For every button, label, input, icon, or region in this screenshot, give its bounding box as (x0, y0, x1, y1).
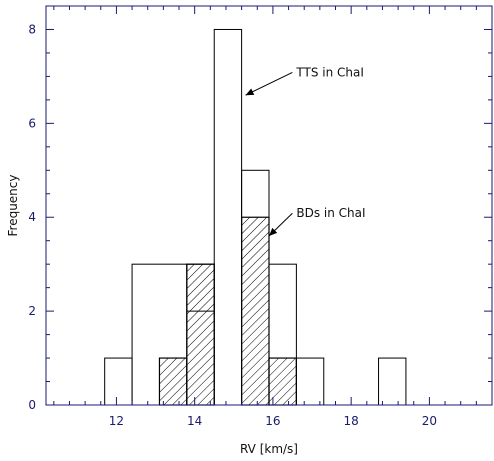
plot-frame (45, 5, 493, 406)
axes (45, 5, 493, 406)
bd-bar-2 (241, 216, 270, 406)
bd-bar-1 (186, 263, 215, 406)
x-tick-label-16: 16 (265, 414, 280, 428)
bd-bar-0 (158, 357, 188, 406)
x-tick-label-18: 18 (344, 414, 359, 428)
annotations: TTS in ChaI BDs in ChaI (245, 65, 366, 237)
y-tick-label-8: 8 (28, 22, 36, 36)
annotation-label-1: BDs in ChaI (296, 206, 365, 220)
bd-bar-3 (268, 357, 297, 406)
annotation-arrowhead-1 (269, 227, 278, 237)
y-tick-label-0: 0 (28, 398, 36, 412)
x-axis-title: RV [km/s] (240, 442, 298, 456)
bd-series (158, 216, 297, 406)
y-tick-label-2: 2 (28, 304, 36, 318)
y-tick-label-6: 6 (28, 116, 36, 130)
x-tick-label-14: 14 (187, 414, 202, 428)
tts-bar-0 (104, 357, 133, 406)
y-tick-label-4: 4 (28, 210, 36, 224)
annotation-arrow-0 (245, 71, 293, 96)
tts-bar-7 (378, 357, 407, 406)
annotation-label-0: TTS in ChaI (295, 65, 364, 79)
tts-bar-3 (213, 28, 243, 406)
y-axis-title: Frequency (6, 175, 20, 237)
annotation-arrowhead-0 (245, 88, 255, 96)
tts-bar-6 (295, 357, 325, 406)
x-tick-label-12: 12 (109, 414, 124, 428)
tick-labels: 12 14 16 18 20 0 2 4 6 8 (28, 22, 437, 428)
x-tick-label-20: 20 (422, 414, 437, 428)
